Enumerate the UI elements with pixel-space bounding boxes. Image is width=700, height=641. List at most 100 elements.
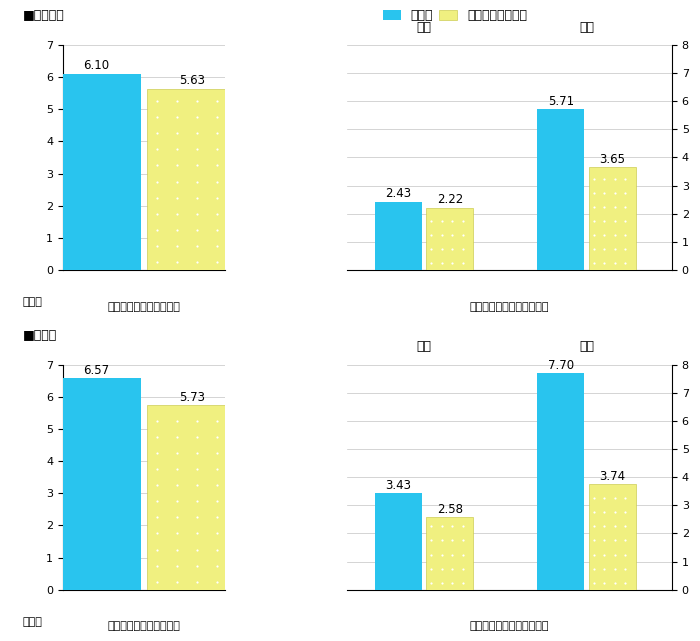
Point [447,521,458,531]
Text: 3.65: 3.65 [599,153,625,166]
Point [172,528,183,538]
Point [588,521,599,531]
Point [172,241,183,251]
Point [436,215,447,226]
Point [211,160,223,171]
Point [192,208,203,219]
Point [172,257,183,267]
Point [598,201,610,212]
Point [436,535,447,545]
Point [192,176,203,187]
Bar [52,378,141,590]
Point [588,578,599,588]
Point [588,201,599,212]
Text: 2.43: 2.43 [386,187,412,200]
Point [172,176,183,187]
Point [609,215,620,226]
Point [192,96,203,106]
Point [609,563,620,574]
Point [211,560,223,570]
Text: 7.70: 7.70 [548,358,574,372]
Text: 週当たりの平均活動日数: 週当たりの平均活動日数 [108,621,181,631]
Point [436,578,447,588]
Point [457,215,468,226]
Point [598,258,610,268]
Point [192,432,203,442]
Point [447,563,458,574]
Point [426,258,437,268]
Text: ■高校期: ■高校期 [22,329,57,342]
Point [426,549,437,560]
Point [426,578,437,588]
Point [598,188,610,198]
Point [588,188,599,198]
Point [620,493,631,503]
Point [172,96,183,106]
Point [436,229,447,240]
Point [426,535,437,545]
Point [588,229,599,240]
Point [620,174,631,184]
Point [152,176,163,187]
Bar [375,493,422,590]
Text: 休日: 休日 [579,21,594,33]
Point [620,521,631,531]
Point [192,480,203,490]
Text: ■中学校期: ■中学校期 [22,10,64,22]
Bar [148,405,237,590]
Point [598,521,610,531]
Point [211,416,223,426]
Point [152,241,163,251]
Point [211,512,223,522]
Point [152,208,163,219]
Point [172,560,183,570]
Point [436,563,447,574]
Point [152,112,163,122]
Point [436,244,447,254]
Point [172,128,183,138]
Point [192,112,203,122]
Point [152,496,163,506]
Point [620,258,631,268]
Text: 平日: 平日 [416,21,432,33]
Point [172,480,183,490]
Point [192,448,203,458]
Point [588,535,599,545]
Point [457,535,468,545]
Point [447,244,458,254]
Point [211,241,223,251]
Point [598,507,610,517]
Text: 週当たりの平均活動日数: 週当たりの平均活動日数 [108,301,181,312]
Point [152,512,163,522]
Point [457,258,468,268]
Point [172,496,183,506]
Point [588,493,599,503]
Point [620,215,631,226]
Point [609,188,620,198]
Point [152,448,163,458]
Bar [426,517,473,590]
Point [211,112,223,122]
Point [457,563,468,574]
Point [620,188,631,198]
Point [192,560,203,570]
Bar [589,167,636,270]
Point [426,244,437,254]
Point [172,432,183,442]
Point [211,480,223,490]
Point [152,96,163,106]
Point [620,549,631,560]
Point [211,528,223,538]
Text: 平日: 平日 [416,340,432,353]
Point [457,578,468,588]
Point [457,229,468,240]
Point [426,521,437,531]
Point [609,507,620,517]
Point [588,244,599,254]
Point [152,432,163,442]
Point [447,535,458,545]
Point [598,578,610,588]
Text: 5.63: 5.63 [179,74,205,87]
Point [152,257,163,267]
Text: 6.57: 6.57 [83,364,109,377]
